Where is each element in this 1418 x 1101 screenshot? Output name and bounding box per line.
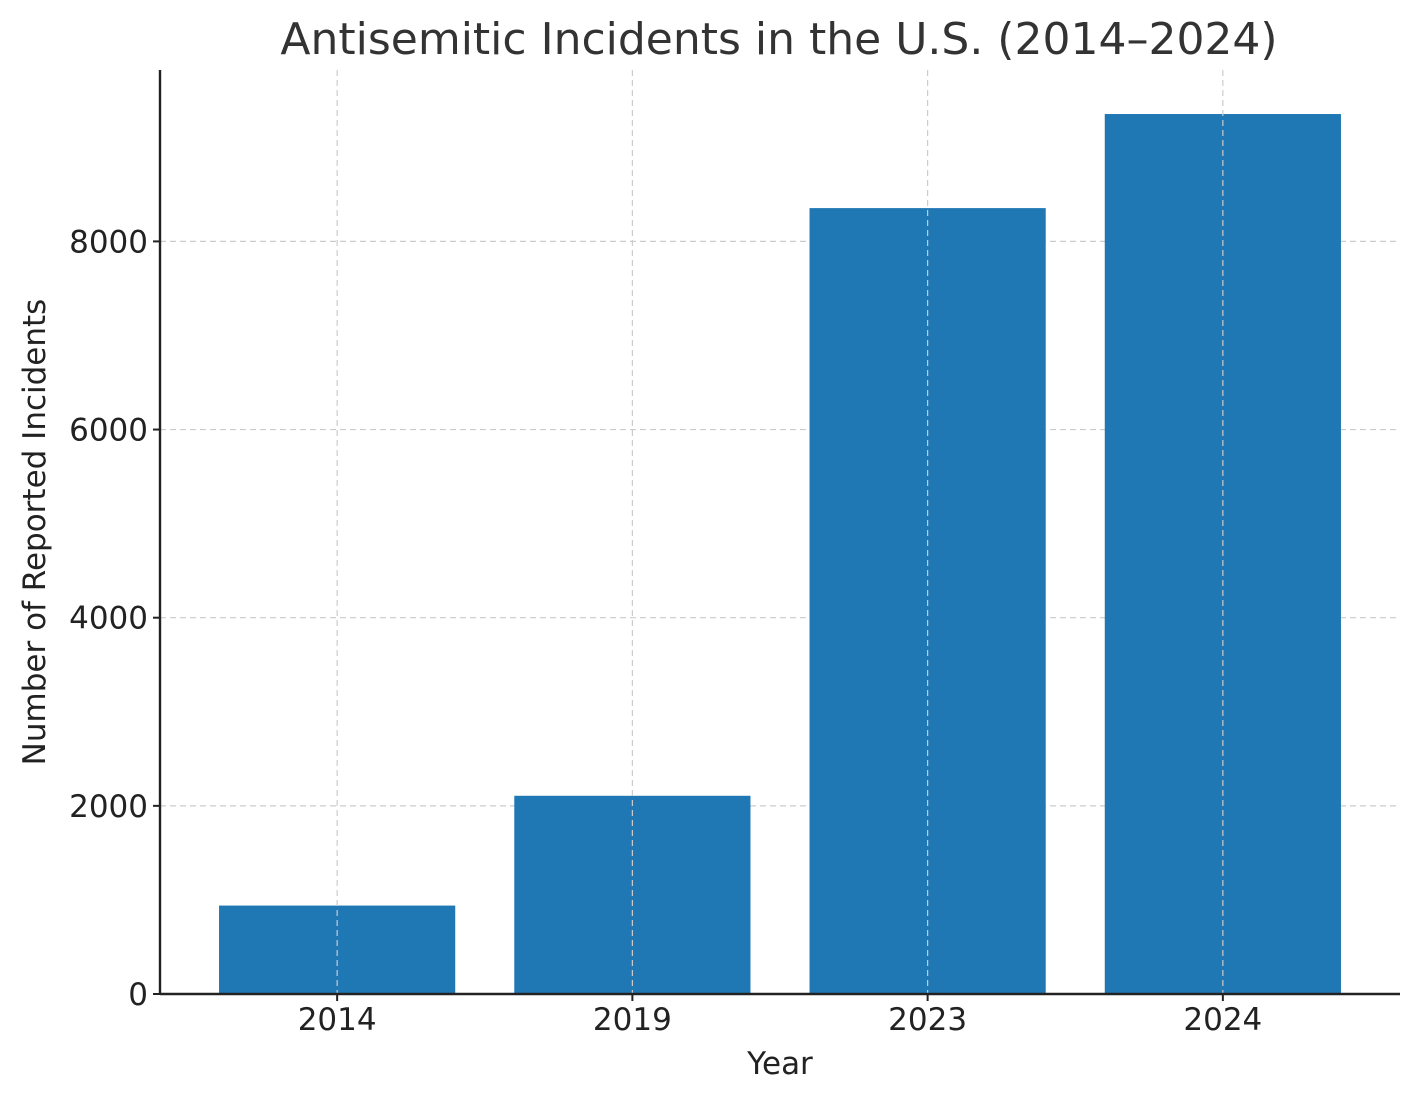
bars-layer — [219, 114, 1341, 995]
y-tick-label: 6000 — [69, 413, 148, 449]
y-tick-label: 8000 — [69, 224, 148, 260]
vertical-grid-layer — [336, 70, 1224, 994]
x-tick-label: 2019 — [593, 1002, 672, 1038]
y-tick-label: 0 — [128, 977, 148, 1013]
x-tick-label: 2023 — [888, 1002, 967, 1038]
y-tick-label: 4000 — [69, 601, 148, 637]
chart-title: Antisemitic Incidents in the U.S. (2014–… — [280, 14, 1277, 65]
x-tick-label: 2024 — [1183, 1002, 1262, 1038]
axes-layer — [158, 70, 1400, 996]
y-axis-label: Number of Reported Incidents — [17, 299, 53, 766]
y-tick-label: 2000 — [69, 789, 148, 825]
ticks-layer: 0 2000 4000 6000 8000 2014 2019 2023 2024 — [69, 224, 1262, 1038]
x-axis-label: Year — [746, 1046, 813, 1082]
x-tick-label: 2014 — [298, 1002, 377, 1038]
